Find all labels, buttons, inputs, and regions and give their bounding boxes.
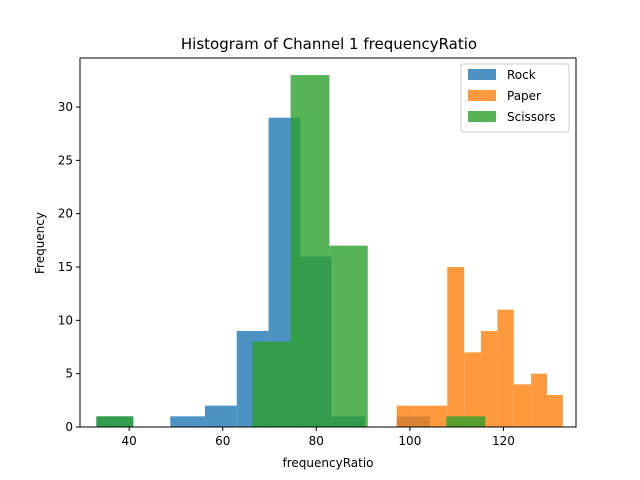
legend-swatch-paper xyxy=(468,90,496,101)
bar-scissors-4 xyxy=(446,416,486,427)
bar-paper-7 xyxy=(513,384,532,427)
bar-paper-1 xyxy=(413,405,431,427)
y-tick-label: 25 xyxy=(58,153,73,167)
series-scissors xyxy=(96,75,486,427)
y-axis-ticks: 0 5 10 15 20 25 30 xyxy=(58,100,80,434)
bar-scissors-0 xyxy=(96,416,134,427)
y-tick-label: 5 xyxy=(65,367,73,381)
chart-title: Histogram of Channel 1 frequencyRatio xyxy=(181,35,477,53)
series-paper xyxy=(396,267,563,427)
bar-rock-2 xyxy=(204,405,237,427)
x-axis-ticks: 40 60 80 100 120 xyxy=(121,427,515,448)
y-axis-label: Frequency xyxy=(33,212,47,274)
bar-paper-9 xyxy=(546,395,563,427)
y-tick-label: 20 xyxy=(58,207,73,221)
bar-scissors-2 xyxy=(290,75,330,427)
y-tick-label: 30 xyxy=(58,100,73,114)
x-tick-label: 80 xyxy=(309,434,324,448)
bar-paper-8 xyxy=(531,373,547,427)
legend-swatch-rock xyxy=(468,69,496,80)
bar-paper-3 xyxy=(447,267,465,427)
y-tick-label: 10 xyxy=(58,313,73,327)
bar-scissors-1 xyxy=(252,341,291,427)
legend-swatch-scissors xyxy=(468,111,496,122)
legend-label-rock: Rock xyxy=(507,68,536,82)
x-tick-label: 60 xyxy=(215,434,230,448)
bar-paper-6 xyxy=(497,309,514,427)
legend-label-paper: Paper xyxy=(507,89,541,103)
bar-rock-1 xyxy=(170,416,205,427)
y-tick-label: 0 xyxy=(65,420,73,434)
x-axis-label: frequencyRatio xyxy=(283,456,374,470)
histogram-bars xyxy=(96,75,563,427)
x-tick-label: 100 xyxy=(398,434,421,448)
bar-paper-0 xyxy=(396,405,414,427)
x-tick-label: 40 xyxy=(121,434,136,448)
bar-paper-4 xyxy=(464,352,482,427)
bar-paper-2 xyxy=(430,405,448,427)
legend-label-scissors: Scissors xyxy=(507,110,556,124)
plot-area-frame xyxy=(79,57,577,428)
bar-paper-5 xyxy=(481,331,498,427)
legend: Rock Paper Scissors xyxy=(460,63,570,133)
y-tick-label: 15 xyxy=(58,260,73,274)
bar-scissors-3 xyxy=(329,245,368,427)
x-tick-label: 120 xyxy=(492,434,515,448)
